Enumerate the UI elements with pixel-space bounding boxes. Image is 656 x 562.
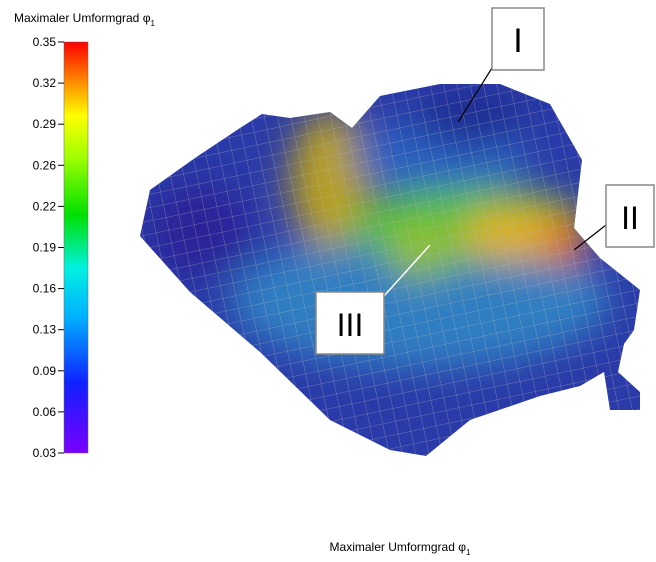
- tick-label: 0.16: [33, 282, 57, 296]
- tick-label: 0.32: [33, 76, 57, 90]
- tick-label: 0.26: [33, 158, 57, 172]
- leader-line: [457, 67, 493, 123]
- leader-line: [573, 224, 607, 251]
- colorbar: [63, 41, 89, 454]
- region-label: II: [621, 200, 639, 236]
- tick-label: 0.22: [33, 199, 57, 213]
- label-box: [491, 7, 545, 71]
- tick-label: 0.19: [33, 241, 57, 255]
- caption: Maximaler Umformgrad φ1: [330, 540, 471, 557]
- label-box: [315, 291, 385, 355]
- region-label: III: [337, 307, 364, 343]
- tick-label: 0.35: [33, 35, 57, 49]
- colorbar-title: Maximaler Umformgrad φ1: [14, 11, 155, 28]
- tick-label: 0.03: [33, 446, 57, 460]
- label-box: [605, 184, 655, 248]
- tick-label: 0.13: [33, 323, 57, 337]
- leader-line: [383, 244, 431, 297]
- region-label: I: [513, 22, 522, 60]
- tick-label: 0.09: [33, 364, 57, 378]
- deformed-sheet: [140, 84, 640, 456]
- tick-label: 0.29: [33, 117, 57, 131]
- tick-label: 0.06: [33, 405, 57, 419]
